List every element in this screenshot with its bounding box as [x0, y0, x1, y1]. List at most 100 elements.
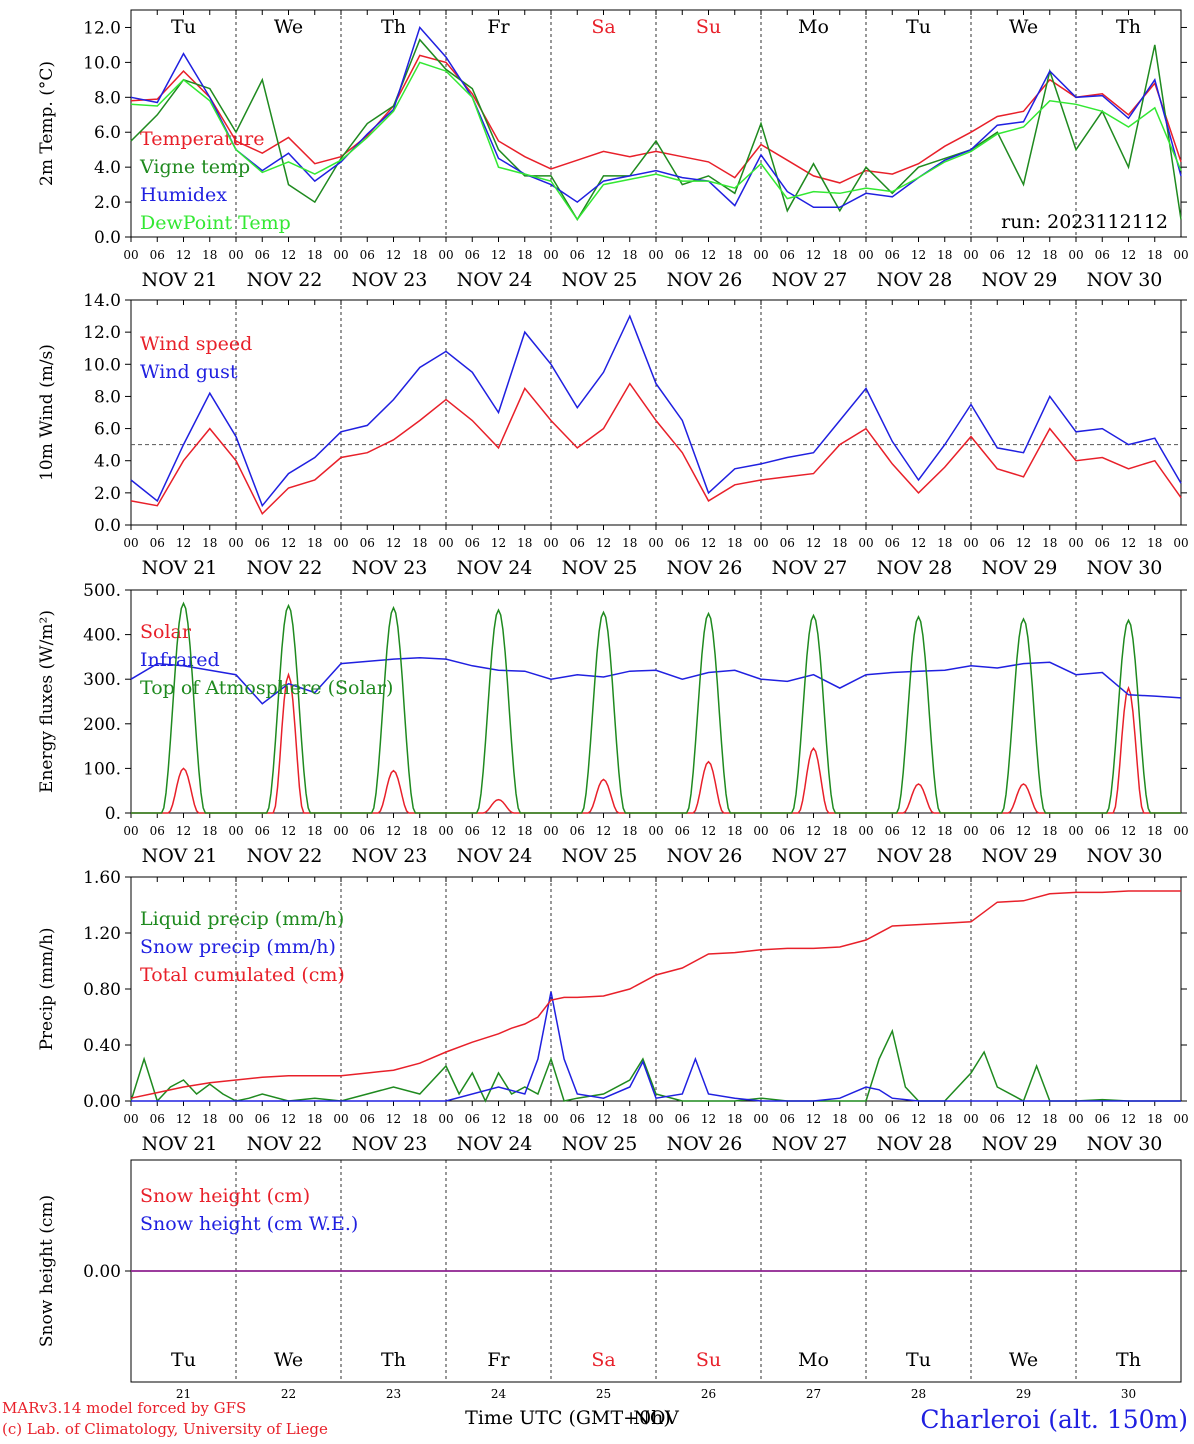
x-tick-label: 12 — [281, 248, 296, 262]
x-tick-label: 18 — [1147, 536, 1162, 550]
weekday-label: Su — [696, 16, 721, 38]
weekday-label: Th — [381, 16, 406, 38]
date-label: NOV 23 — [352, 1133, 428, 1155]
x-tick-label: 06 — [780, 248, 795, 262]
x-tick-label: 06 — [150, 248, 165, 262]
x-tick-label: 12 — [701, 824, 716, 838]
x-tick-label: 00 — [543, 1112, 558, 1126]
x-tick-label: 12 — [701, 536, 716, 550]
x-tick-label: 00 — [963, 824, 978, 838]
x-axis-label-overlay: NOV — [633, 1407, 679, 1429]
x-tick-label: 00 — [648, 824, 663, 838]
x-tick-label: 06 — [255, 248, 270, 262]
date-label: NOV 26 — [667, 557, 743, 579]
series-line-temperature — [130, 54, 1182, 184]
date-label: NOV 21 — [142, 845, 218, 867]
legend-entry: Total cumulated (cm) — [140, 964, 345, 986]
x-tick-label: 18 — [517, 824, 532, 838]
y-tick-label: 12.0 — [83, 323, 121, 343]
y-tick-label: 14.0 — [83, 291, 121, 311]
x-tick-label: 12 — [386, 824, 401, 838]
weekday-label: Tu — [906, 16, 931, 38]
x-tick-label: 06 — [150, 1112, 165, 1126]
series-line-wind-speed — [130, 382, 1182, 516]
y-tick-label: 10.0 — [83, 53, 121, 73]
x-tick-label: 12 — [1121, 536, 1136, 550]
x-tick-label: 18 — [622, 248, 637, 262]
date-label: NOV 30 — [1087, 557, 1163, 579]
x-tick-label: 12 — [911, 824, 926, 838]
x-tick-label: 12 — [1016, 824, 1031, 838]
x-tick-label: 06 — [465, 248, 480, 262]
day-number-label: 30 — [1121, 1387, 1136, 1401]
x-tick-label: 00 — [648, 248, 663, 262]
x-tick-label: 18 — [517, 1112, 532, 1126]
legend-entry: Wind gust — [140, 361, 238, 383]
x-tick-label: 00 — [123, 536, 138, 550]
x-tick-label: 06 — [465, 824, 480, 838]
x-tick-label: 00 — [333, 1112, 348, 1126]
x-tick-label: 12 — [176, 536, 191, 550]
x-tick-label: 06 — [570, 824, 585, 838]
x-tick-label: 00 — [228, 248, 243, 262]
x-tick-label: 00 — [438, 248, 453, 262]
x-tick-label: 18 — [202, 1112, 217, 1126]
x-tick-label: 00 — [1173, 536, 1188, 550]
series-line-dewpoint-temp — [130, 61, 1182, 221]
x-tick-label: 18 — [202, 536, 217, 550]
x-tick-label: 12 — [911, 536, 926, 550]
x-tick-label: 18 — [1042, 824, 1057, 838]
y-tick-label: 0.00 — [83, 1262, 121, 1282]
x-tick-label: 06 — [1095, 824, 1110, 838]
day-number-label: 21 — [176, 1387, 191, 1401]
y-tick-label: 1.20 — [83, 924, 121, 944]
x-tick-label: 00 — [123, 824, 138, 838]
weekday-label: Th — [1116, 16, 1141, 38]
date-label: NOV 24 — [457, 269, 533, 291]
x-axis-label: Time UTC (GMT+0h) — [465, 1407, 671, 1429]
x-tick-label: 00 — [858, 248, 873, 262]
x-tick-label: 06 — [150, 824, 165, 838]
x-tick-label: 06 — [990, 824, 1005, 838]
x-tick-label: 06 — [255, 536, 270, 550]
weekday-label-bottom: Mo — [798, 1349, 829, 1371]
legend-entry: Top of Atmosphere (Solar) — [140, 677, 393, 699]
date-label: NOV 21 — [142, 269, 218, 291]
series-line-infrared — [130, 657, 1182, 705]
legend-entry: Snow precip (mm/h) — [140, 936, 336, 958]
series-line-vigne-temp — [130, 38, 1182, 221]
x-tick-label: 12 — [596, 536, 611, 550]
y-tick-label: 8.0 — [94, 387, 121, 407]
day-number-label: 22 — [281, 1387, 296, 1401]
date-label: NOV 28 — [877, 1133, 953, 1155]
y-axis-label: Energy fluxes (W/m²) — [37, 610, 57, 793]
x-tick-label: 06 — [780, 824, 795, 838]
date-label: NOV 26 — [667, 845, 743, 867]
x-tick-label: 00 — [123, 1112, 138, 1126]
x-tick-label: 00 — [963, 536, 978, 550]
x-tick-label: 18 — [832, 1112, 847, 1126]
y-axis-label: 10m Wind (m/s) — [37, 344, 57, 481]
weekday-label-bottom: Th — [1116, 1349, 1141, 1371]
x-tick-label: 18 — [412, 536, 427, 550]
x-tick-label: 12 — [1121, 1112, 1136, 1126]
x-tick-label: 00 — [1173, 824, 1188, 838]
date-label: NOV 21 — [142, 1133, 218, 1155]
legend-entry: Humidex — [140, 184, 227, 206]
y-tick-label: 100. — [83, 759, 121, 779]
legend-entry: Vigne temp — [139, 156, 250, 178]
y-tick-label: 4.0 — [94, 452, 121, 472]
y-axis-label: Precip (mm/h) — [37, 927, 57, 1050]
legend-entry: Snow height (cm W.E.) — [140, 1213, 358, 1235]
x-tick-label: 00 — [753, 824, 768, 838]
x-tick-label: 00 — [1068, 1112, 1083, 1126]
x-tick-label: 06 — [360, 824, 375, 838]
weekday-label-bottom: Tu — [906, 1349, 931, 1371]
model-credit: MARv3.14 model forced by GFS — [2, 1399, 246, 1417]
date-label: NOV 22 — [247, 269, 323, 291]
x-tick-label: 18 — [832, 536, 847, 550]
x-tick-label: 12 — [701, 248, 716, 262]
date-label: NOV 23 — [352, 845, 428, 867]
